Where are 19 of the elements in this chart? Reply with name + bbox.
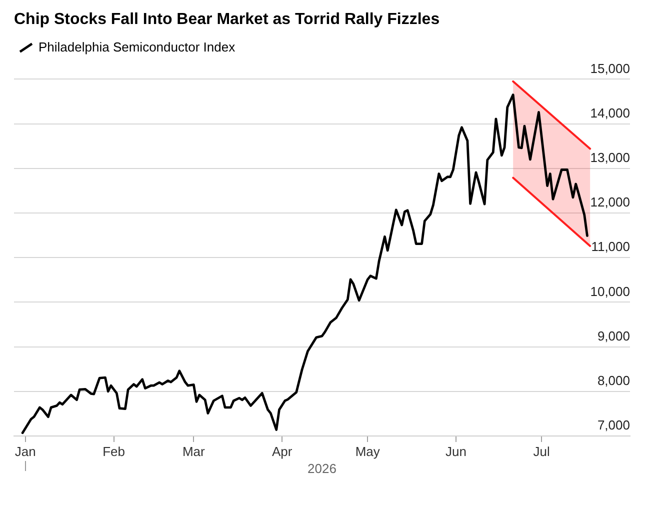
x-axis-title: 2026 xyxy=(308,461,336,476)
x-tick-label: Jan xyxy=(14,444,36,460)
x-tick-label: Jun xyxy=(446,444,467,460)
x-tick-label: Apr xyxy=(272,444,293,460)
chart-title: Chip Stocks Fall Into Bear Market as Torrid Rally Fizzles xyxy=(14,11,440,28)
x-tick-label: May xyxy=(355,444,380,460)
x-tick-label: Feb xyxy=(102,444,126,460)
y-tick-label: 11,000 xyxy=(591,239,630,254)
y-tick-label: 10,000 xyxy=(590,284,630,299)
y-tick-label: 15,000 xyxy=(590,60,630,76)
x-tick-label: Jul xyxy=(533,444,550,460)
y-tick-label: 7,000 xyxy=(597,418,630,433)
x-tick-label: Mar xyxy=(182,444,206,460)
y-tick-label: 13,000 xyxy=(590,150,630,165)
y-tick-label: 8,000 xyxy=(597,372,630,388)
y-tick-label: 12,000 xyxy=(590,194,630,210)
y-tick-label: 9,000 xyxy=(597,328,630,344)
y-tick-label: 14,000 xyxy=(590,105,630,120)
legend-label: Philadelphia Semiconductor Index xyxy=(38,39,236,54)
